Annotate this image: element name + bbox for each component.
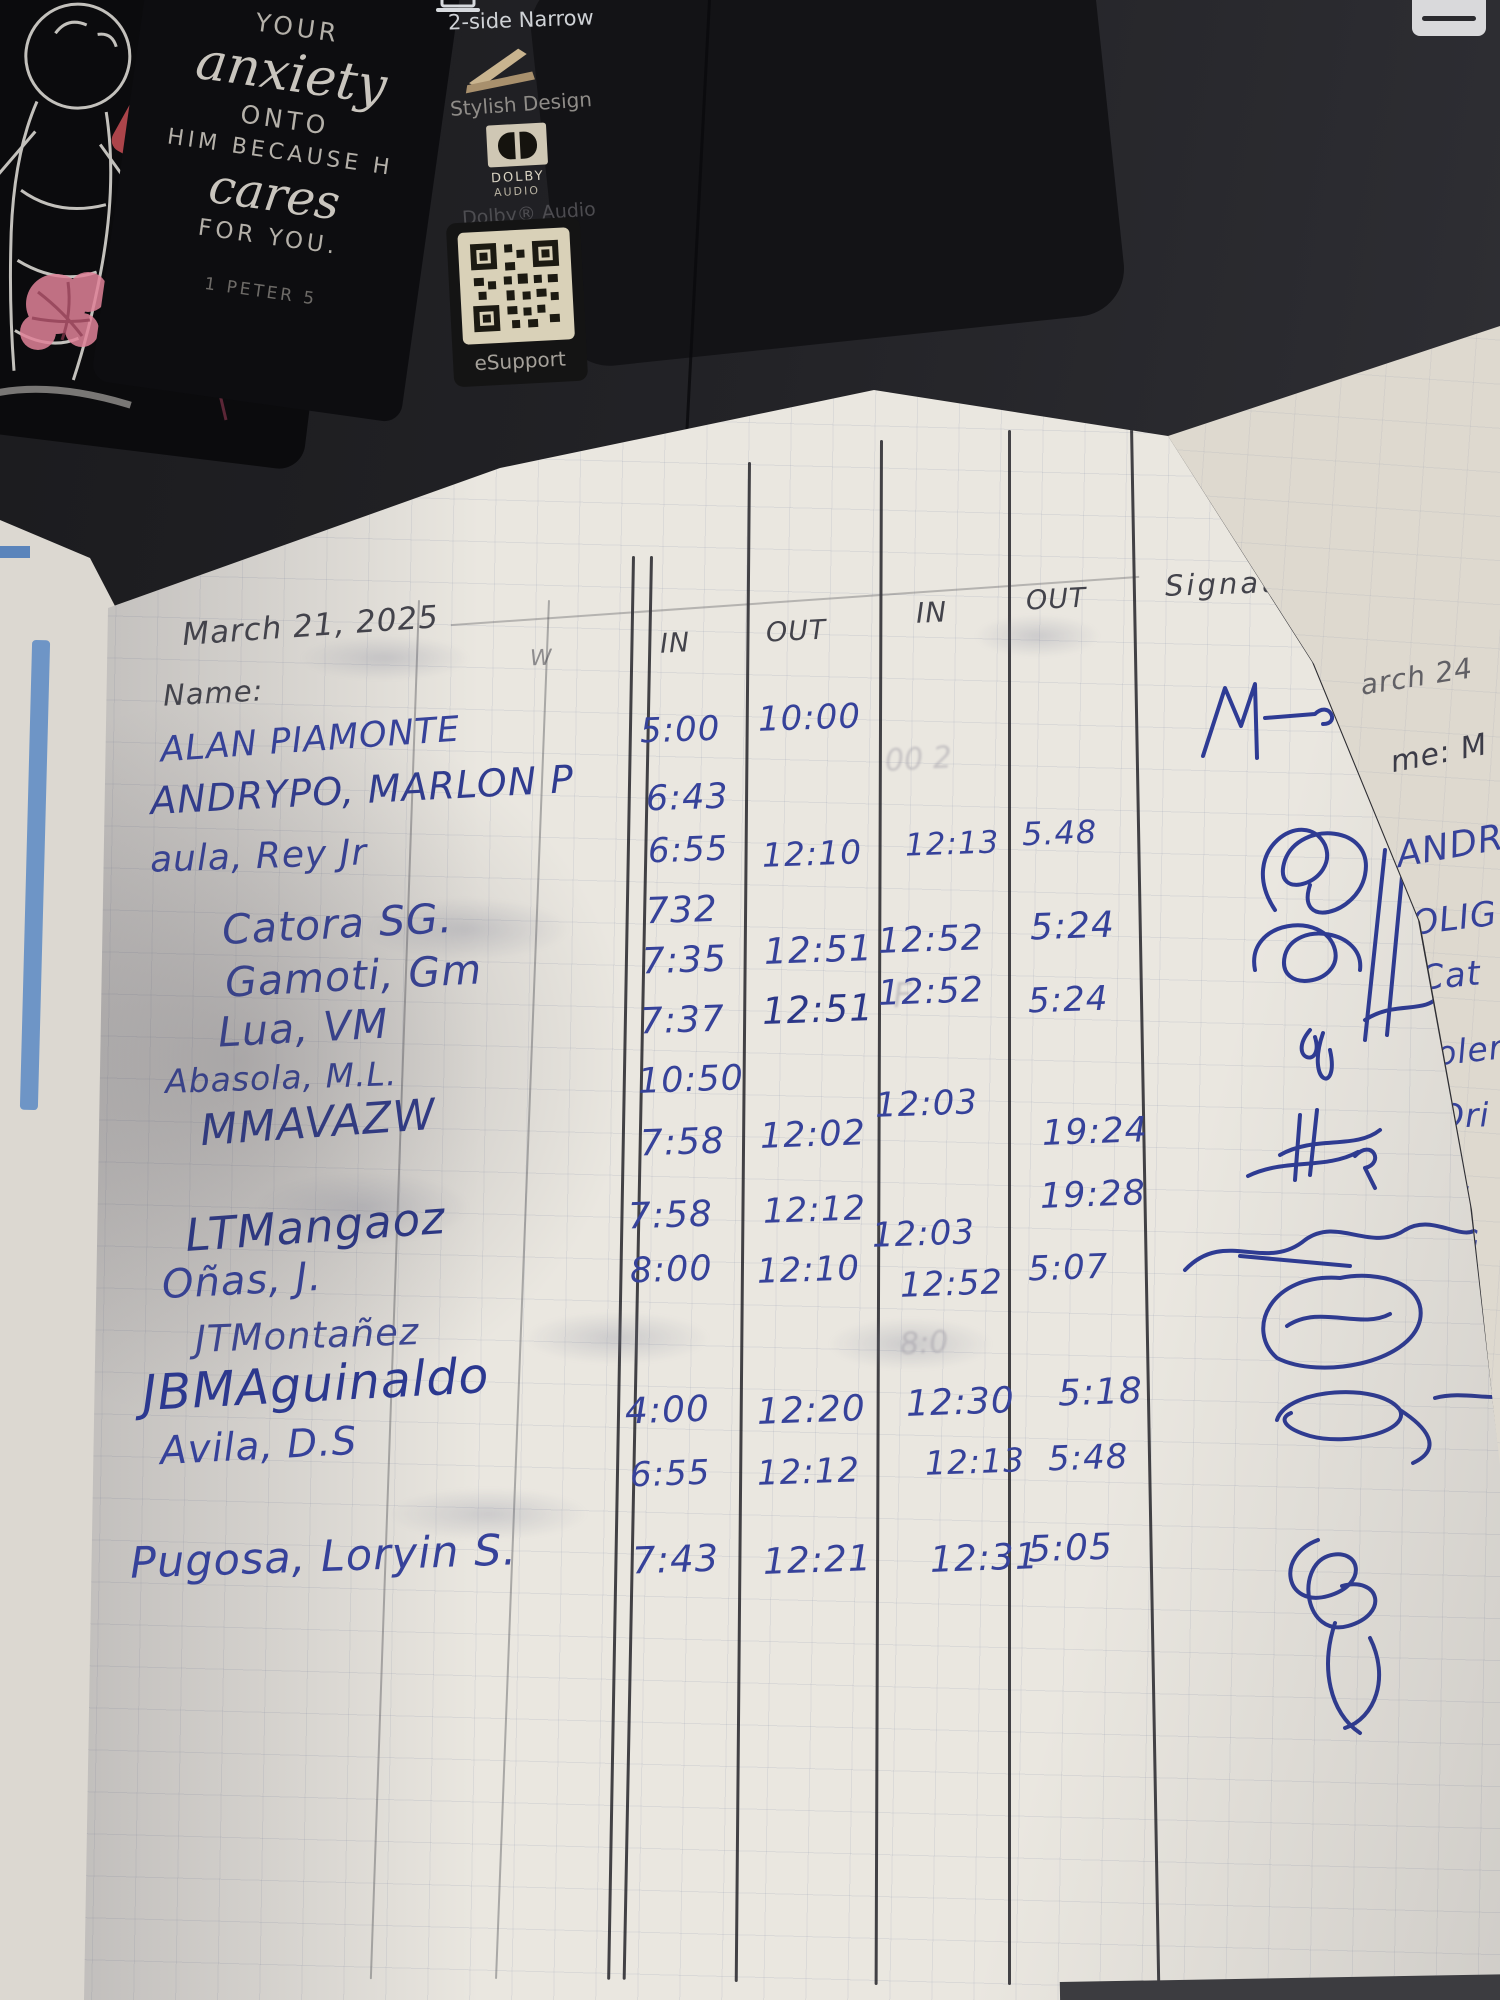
signature-scribble bbox=[1278, 1028, 1382, 1182]
dolby-logo-icon bbox=[485, 122, 549, 168]
dolby-d-left bbox=[496, 131, 516, 160]
stylish-design-icon bbox=[465, 48, 535, 94]
ink-bleed bbox=[975, 615, 1100, 657]
ink-bleed bbox=[828, 1318, 993, 1370]
pink-flower-doodle bbox=[20, 272, 108, 350]
dolby-d-right bbox=[518, 130, 538, 159]
verse-sticker: YOUR anxiety ONTO HIM BECAUSE H cares FO… bbox=[90, 0, 466, 424]
verse-reference: 1 PETER 5 bbox=[203, 274, 319, 310]
ink-bleed bbox=[388, 1488, 588, 1540]
ink-bleed bbox=[300, 636, 470, 680]
qr-code bbox=[457, 227, 576, 345]
blue-margin-stripe bbox=[19, 639, 51, 1111]
laptop-hinge bbox=[526, 0, 1129, 371]
laptop-icon bbox=[436, 0, 480, 12]
verse-line-script: anxiety bbox=[192, 30, 391, 117]
signature-scribble bbox=[1201, 682, 1335, 760]
top-right-partial-logo bbox=[1412, 0, 1486, 36]
signature-scribble bbox=[1183, 1222, 1482, 1272]
esupport-tag: eSupport bbox=[445, 216, 589, 388]
audio-word: AUDIO bbox=[493, 183, 541, 200]
ink-bleed bbox=[525, 1312, 710, 1364]
signature-scribble bbox=[1275, 1390, 1500, 1465]
ink-bleed bbox=[360, 898, 570, 960]
signature-scribble bbox=[1261, 1273, 1423, 1370]
column-line bbox=[1008, 430, 1011, 1985]
esupport-label: eSupport bbox=[473, 346, 567, 376]
signature-scribble bbox=[1246, 1147, 1378, 1190]
blue-margin-mark bbox=[0, 546, 30, 558]
two-side-narrow-label: 2-side Narrow bbox=[447, 5, 595, 35]
ink-bleed bbox=[255, 1172, 470, 1244]
signature-scribble bbox=[1288, 1538, 1381, 1735]
